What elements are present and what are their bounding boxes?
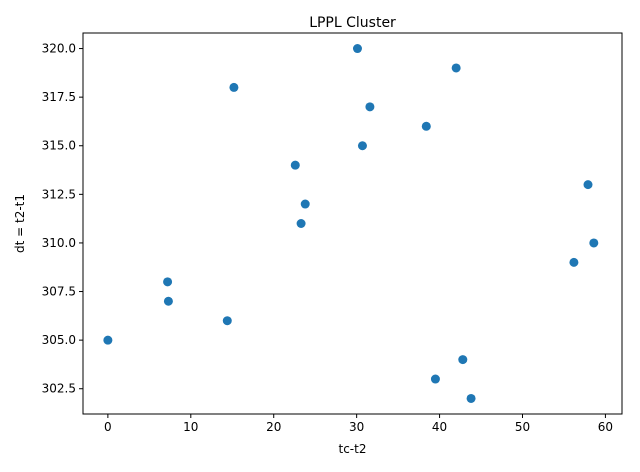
x-tick-label: 40 <box>432 420 447 434</box>
data-point <box>569 257 579 267</box>
x-axis-ticks: 0 10 20 30 40 50 60 <box>104 414 613 434</box>
data-points <box>103 44 599 403</box>
data-point <box>589 238 599 248</box>
y-tick-label: 305.0 <box>42 333 76 347</box>
data-point <box>222 316 232 326</box>
y-tick-label: 307.5 <box>42 285 76 299</box>
x-tick-label: 10 <box>183 420 198 434</box>
data-point <box>357 141 367 151</box>
y-axis-ticks: 302.5 305.0 307.5 310.0 312.5 315.0 317.5 320.0 <box>42 42 83 396</box>
data-point <box>163 296 173 306</box>
chart-title: LPPL Cluster <box>309 15 396 31</box>
x-tick-label: 30 <box>349 420 364 434</box>
data-point <box>103 335 113 345</box>
data-point <box>421 121 431 131</box>
y-tick-label: 312.5 <box>42 187 76 201</box>
x-tick-label: 50 <box>515 420 530 434</box>
x-tick-label: 20 <box>266 420 281 434</box>
y-tick-label: 317.5 <box>42 90 76 104</box>
data-point <box>466 393 476 403</box>
data-point <box>430 374 440 384</box>
data-point <box>229 82 239 92</box>
data-point <box>352 44 362 54</box>
plot-area-frame <box>82 32 623 415</box>
data-point <box>365 102 375 112</box>
data-point <box>296 219 306 228</box>
y-tick-label: 315.0 <box>42 139 76 153</box>
data-point <box>583 180 593 190</box>
y-tick-label: 320.0 <box>42 42 76 56</box>
data-point <box>163 277 173 287</box>
data-point <box>300 199 310 209</box>
x-tick-label: 0 <box>104 420 112 434</box>
y-tick-label: 302.5 <box>42 382 76 396</box>
x-tick-label: 60 <box>598 420 613 434</box>
data-point <box>451 63 461 73</box>
x-axis-label: tc-t2 <box>339 442 367 456</box>
data-point <box>290 160 300 170</box>
data-point <box>458 355 468 365</box>
y-axis-label: dt = t2-t1 <box>13 194 27 253</box>
y-tick-label: 310.0 <box>42 236 76 250</box>
